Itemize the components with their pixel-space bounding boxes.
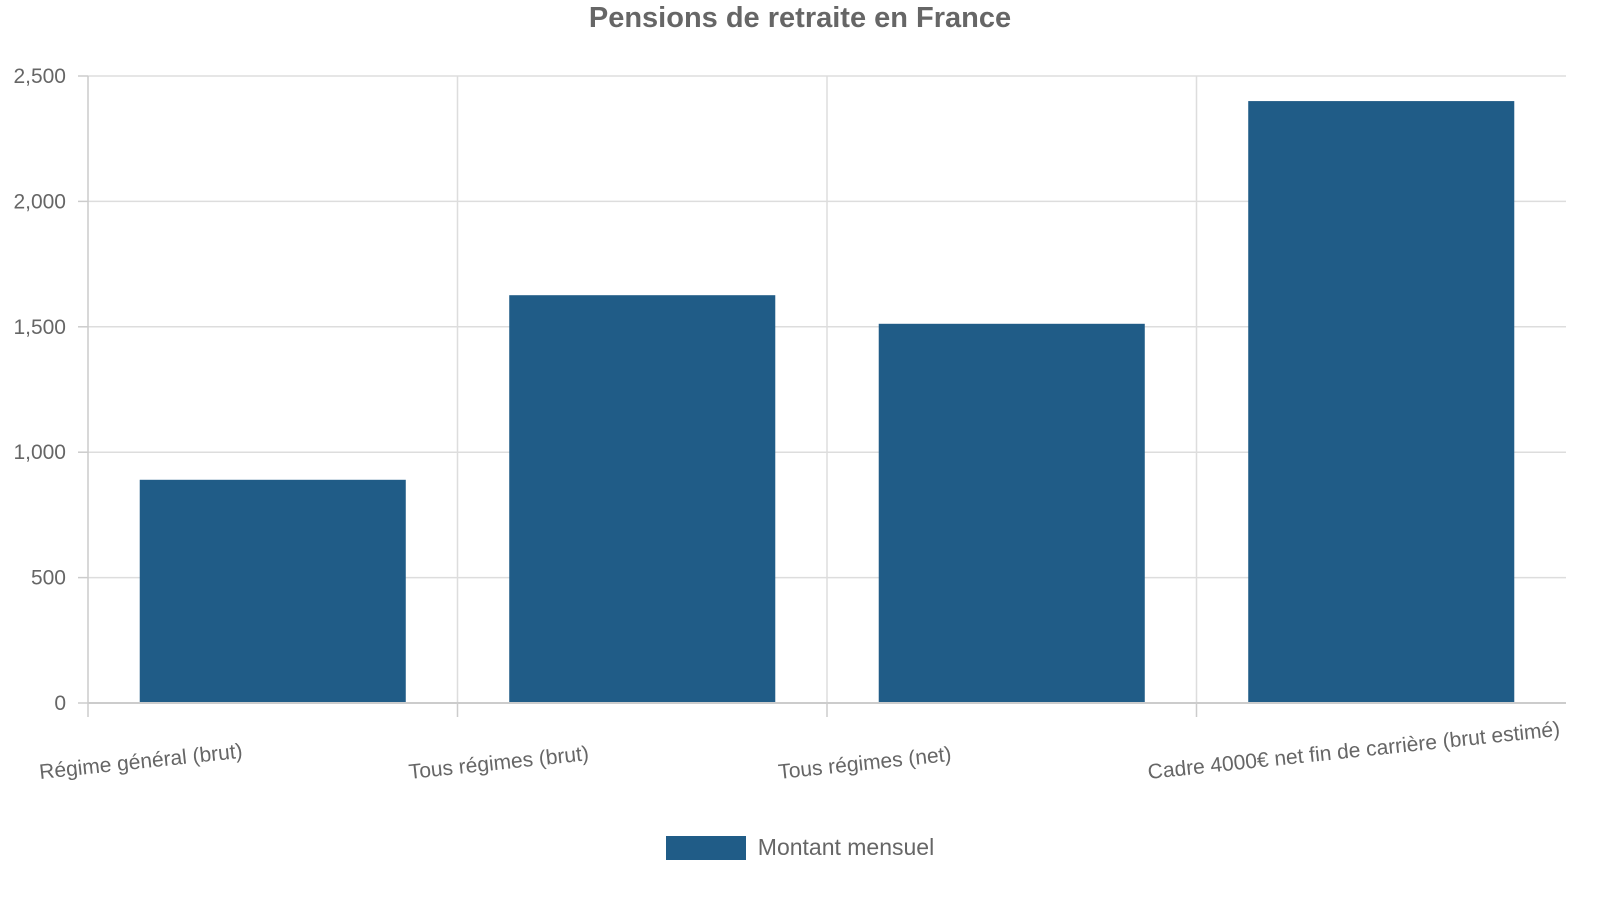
bar[interactable] — [878, 323, 1145, 703]
x-tick-label: Tous régimes (net) — [777, 743, 952, 784]
y-tick-label: 1,500 — [13, 316, 66, 339]
chart-title: Pensions de retraite en France — [588, 2, 1012, 34]
x-tick-labels: Régime général (brut) Tous régimes (brut)… — [38, 718, 1561, 784]
y-tick-label: 0 — [54, 692, 66, 715]
legend-item[interactable]: Montant mensuel — [665, 834, 935, 861]
legend-swatch — [665, 835, 746, 860]
y-tick-label: 1,000 — [13, 441, 66, 464]
axes — [78, 75, 1566, 717]
bar[interactable] — [1248, 101, 1515, 703]
y-tick-label: 2,500 — [13, 65, 66, 88]
x-tick-label: Tous régimes (brut) — [408, 742, 590, 784]
legend: Montant mensuel — [0, 834, 1600, 861]
y-tick-label: 2,000 — [13, 190, 66, 213]
y-tick-labels: 0 500 1,000 1,500 2,000 2,500 — [13, 65, 66, 715]
legend-label: Montant mensuel — [757, 834, 935, 860]
bar[interactable] — [509, 295, 776, 703]
x-tick-label: Régime général (brut) — [38, 740, 244, 784]
x-tick-label: Cadre 4000€ net fin de carrière (brut es… — [1147, 718, 1562, 784]
bar[interactable] — [139, 479, 406, 703]
bars — [139, 101, 1515, 703]
y-tick-label: 500 — [31, 567, 66, 590]
